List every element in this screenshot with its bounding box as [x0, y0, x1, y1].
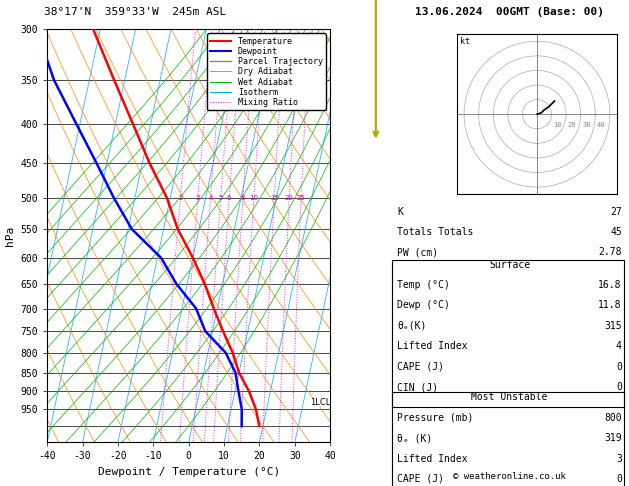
Text: 319: 319	[604, 433, 622, 443]
Text: Lifted Index: Lifted Index	[397, 341, 467, 351]
Text: Totals Totals: Totals Totals	[397, 227, 474, 237]
Text: 10: 10	[553, 122, 562, 127]
Y-axis label: hPa: hPa	[5, 226, 15, 246]
Text: PW (cm): PW (cm)	[397, 247, 438, 258]
Text: 2: 2	[178, 194, 182, 201]
Text: K: K	[397, 207, 403, 217]
Text: 10: 10	[249, 194, 259, 201]
Text: 6: 6	[227, 194, 231, 201]
Text: 20: 20	[567, 122, 576, 127]
Text: Lifted Index: Lifted Index	[397, 453, 467, 464]
Text: 40: 40	[597, 122, 605, 127]
Text: θₑ (K): θₑ (K)	[397, 433, 432, 443]
Text: 45: 45	[610, 227, 622, 237]
Text: 5: 5	[218, 194, 223, 201]
Text: Most Unstable: Most Unstable	[471, 392, 548, 402]
Text: 0: 0	[616, 474, 622, 484]
Text: 0: 0	[616, 362, 622, 372]
Text: CIN (J): CIN (J)	[397, 382, 438, 392]
Text: kt: kt	[460, 37, 470, 46]
Text: 3: 3	[196, 194, 200, 201]
Text: Surface: Surface	[489, 260, 530, 270]
Text: 315: 315	[604, 321, 622, 331]
Text: 0: 0	[616, 382, 622, 392]
Text: 30: 30	[582, 122, 591, 127]
Text: 1LCL: 1LCL	[310, 398, 330, 407]
Text: 4: 4	[616, 341, 622, 351]
Text: 11.8: 11.8	[598, 300, 622, 311]
Text: 20: 20	[285, 194, 294, 201]
Text: 2.78: 2.78	[598, 247, 622, 258]
Text: Pressure (mb): Pressure (mb)	[397, 413, 474, 423]
Text: © weatheronline.co.uk: © weatheronline.co.uk	[453, 472, 566, 481]
Text: 13.06.2024  00GMT (Base: 00): 13.06.2024 00GMT (Base: 00)	[415, 7, 604, 17]
Text: Dewp (°C): Dewp (°C)	[397, 300, 450, 311]
Text: θₑ(K): θₑ(K)	[397, 321, 426, 331]
Text: 16.8: 16.8	[598, 280, 622, 290]
Text: 800: 800	[604, 413, 622, 423]
Text: 15: 15	[270, 194, 279, 201]
Text: CAPE (J): CAPE (J)	[397, 474, 444, 484]
Text: 4: 4	[208, 194, 213, 201]
Text: 38°17'N  359°33'W  245m ASL: 38°17'N 359°33'W 245m ASL	[44, 7, 226, 17]
Text: CAPE (J): CAPE (J)	[397, 362, 444, 372]
Text: Temp (°C): Temp (°C)	[397, 280, 450, 290]
Text: 8: 8	[241, 194, 245, 201]
Legend: Temperature, Dewpoint, Parcel Trajectory, Dry Adiabat, Wet Adiabat, Isotherm, Mi: Temperature, Dewpoint, Parcel Trajectory…	[207, 34, 326, 110]
Text: 3: 3	[616, 453, 622, 464]
Text: 27: 27	[610, 207, 622, 217]
X-axis label: Dewpoint / Temperature (°C): Dewpoint / Temperature (°C)	[97, 467, 280, 477]
Text: 25: 25	[297, 194, 306, 201]
